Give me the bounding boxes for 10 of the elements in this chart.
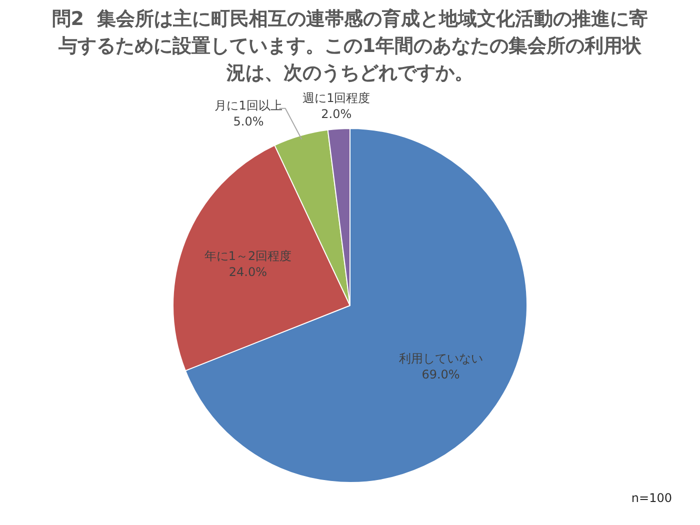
slice-label: 週に1回程度 bbox=[302, 91, 370, 106]
slice-label: 月に1回以上 bbox=[214, 98, 282, 113]
slice-label: 利用していない bbox=[398, 351, 483, 366]
slice-label: 年に1～2回程度 bbox=[204, 249, 292, 264]
chart-title: 問2 集会所は主に町民相互の連帯感の育成と地域文化活動の推進に寄与するために設置しています。この1年間のあなたの集会所の利用状況は、次のうちどれですか。 bbox=[50, 7, 650, 86]
data-label: 69.0% bbox=[422, 367, 460, 382]
data-label: 5.0% bbox=[233, 114, 264, 129]
data-label: 2.0% bbox=[321, 107, 352, 122]
text: n=100 bbox=[631, 491, 672, 505]
data-label: 24.0% bbox=[228, 265, 268, 280]
